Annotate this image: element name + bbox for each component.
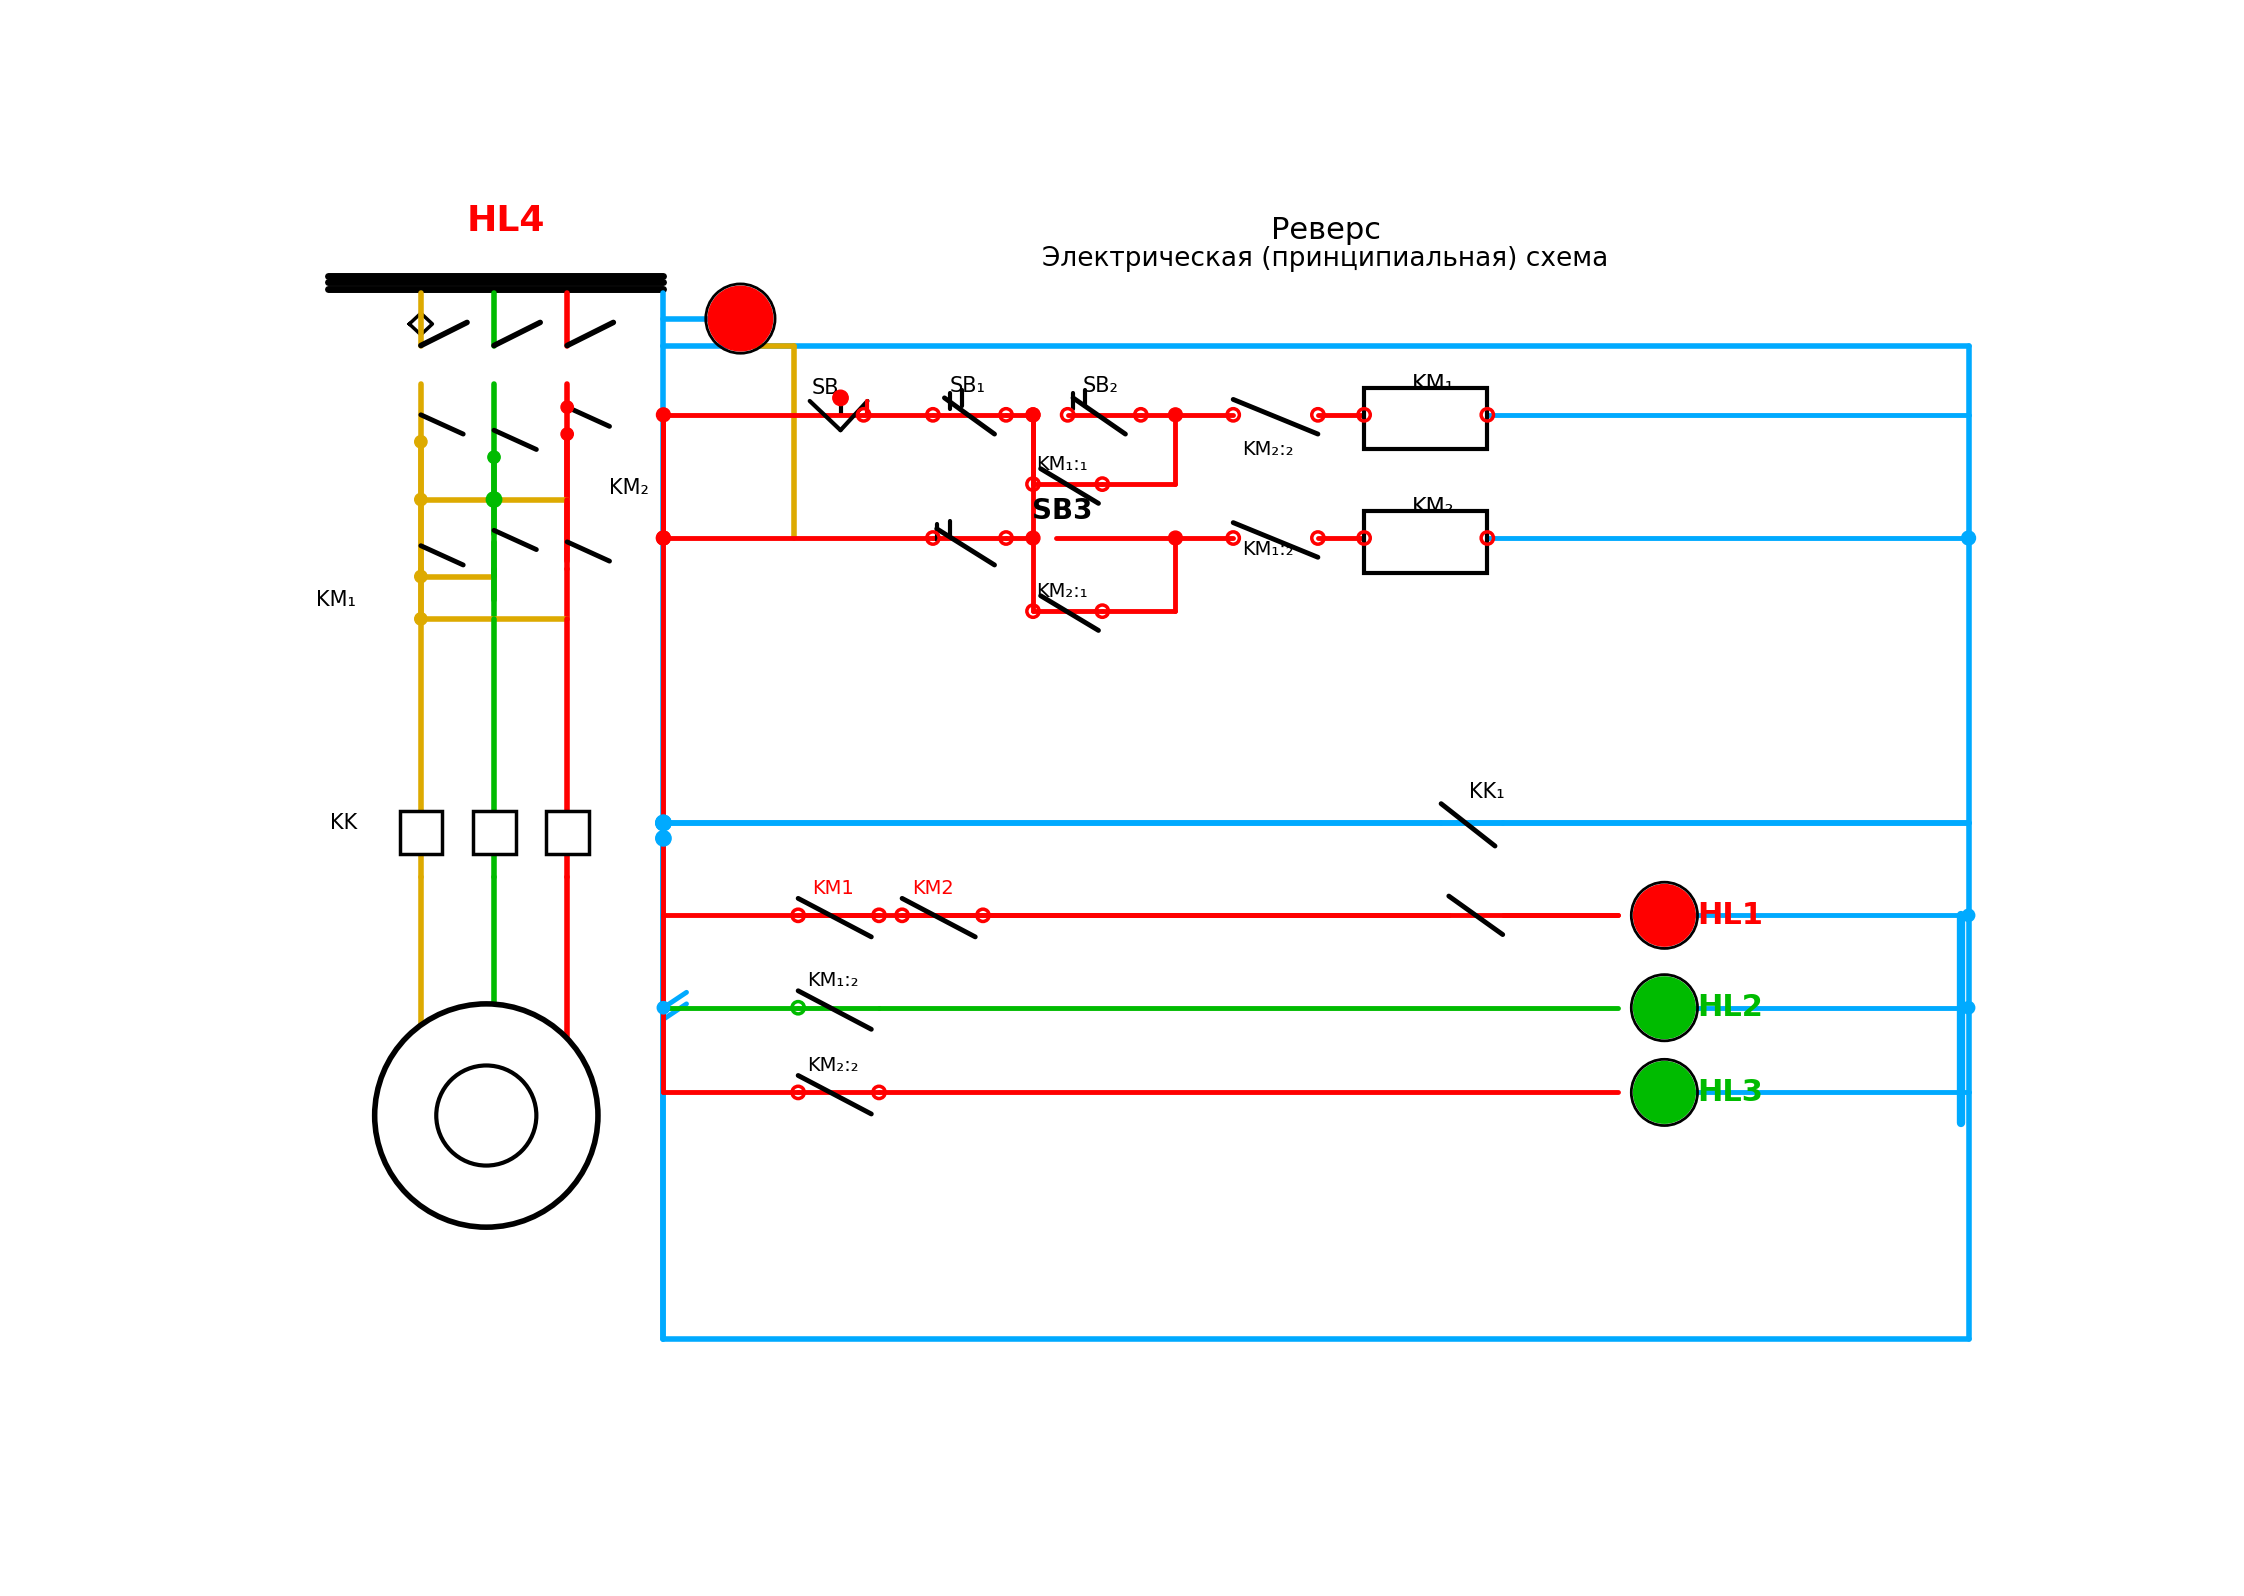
Circle shape	[1634, 1061, 1694, 1124]
Circle shape	[375, 1004, 597, 1227]
Circle shape	[435, 1066, 536, 1165]
Circle shape	[657, 409, 671, 421]
Text: Электрическая (принципиальная) схема: Электрическая (принципиальная) схема	[1043, 246, 1609, 273]
Text: HL1: HL1	[1696, 900, 1764, 930]
Text: KM1: KM1	[812, 879, 853, 899]
Circle shape	[1634, 884, 1694, 946]
Circle shape	[657, 531, 671, 544]
Text: M: M	[469, 1098, 505, 1133]
Circle shape	[1026, 531, 1039, 544]
Text: KM₂: KM₂	[608, 477, 649, 498]
Text: KM₁:₁: KM₁:₁	[1037, 455, 1088, 474]
Circle shape	[1026, 409, 1039, 421]
Circle shape	[833, 389, 848, 405]
Text: SB3: SB3	[1032, 496, 1093, 525]
Circle shape	[1169, 409, 1183, 421]
Text: HL4: HL4	[467, 204, 545, 238]
Circle shape	[655, 816, 671, 830]
Circle shape	[1961, 531, 1975, 544]
Text: KM2: KM2	[911, 879, 954, 899]
Text: KK₁: KK₁	[1470, 782, 1506, 803]
Circle shape	[415, 570, 426, 583]
Circle shape	[487, 452, 500, 463]
Text: KM₁:₂: KM₁:₂	[808, 972, 859, 990]
Circle shape	[561, 401, 572, 413]
Circle shape	[655, 816, 671, 830]
Circle shape	[415, 613, 426, 626]
Circle shape	[657, 1002, 669, 1013]
Bar	[399, 811, 442, 854]
Circle shape	[487, 492, 503, 508]
Text: HL3: HL3	[1696, 1077, 1764, 1108]
Circle shape	[415, 436, 426, 448]
Bar	[1364, 388, 1488, 450]
Circle shape	[1169, 531, 1183, 544]
Text: KM₂:₁: KM₂:₁	[1037, 583, 1088, 602]
Text: SB₁: SB₁	[949, 375, 985, 396]
Circle shape	[709, 286, 772, 351]
Text: KM₂: KM₂	[1411, 498, 1454, 517]
Text: KM₂:₂: KM₂:₂	[808, 1057, 859, 1076]
Bar	[473, 811, 516, 854]
Text: HL2: HL2	[1696, 993, 1764, 1021]
Bar	[1364, 511, 1488, 573]
Text: SB₂: SB₂	[1084, 375, 1120, 396]
Text: KM₁: KM₁	[316, 589, 357, 610]
Circle shape	[1634, 977, 1694, 1039]
Text: KM₁: KM₁	[1411, 373, 1454, 394]
Circle shape	[561, 428, 572, 440]
Circle shape	[657, 531, 671, 544]
Text: SB: SB	[812, 378, 839, 397]
Circle shape	[1026, 409, 1039, 421]
Circle shape	[1964, 910, 1975, 921]
Text: Реверс: Реверс	[1270, 215, 1380, 244]
Circle shape	[655, 830, 671, 846]
Circle shape	[415, 493, 426, 506]
Text: KM₂:₂: KM₂:₂	[1241, 440, 1295, 460]
Text: KM₁:₂: KM₁:₂	[1241, 539, 1295, 559]
Text: KK: KK	[330, 812, 357, 833]
Circle shape	[1964, 1002, 1975, 1013]
Bar	[545, 811, 588, 854]
